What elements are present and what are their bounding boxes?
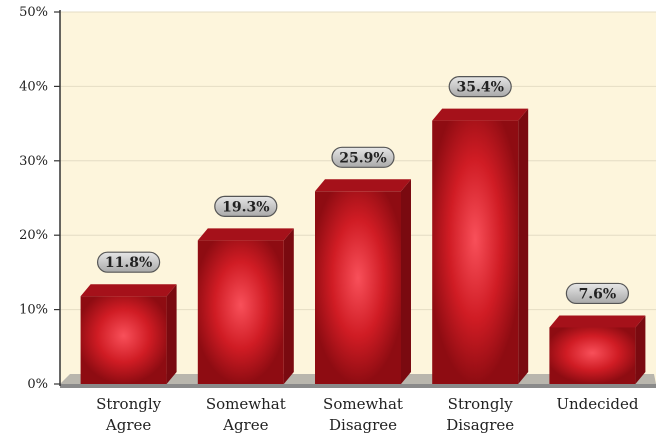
bar-front: [315, 191, 401, 384]
x-tick-label: Somewhat Agree: [206, 395, 286, 434]
bar-top: [80, 284, 177, 297]
y-axis: 0% 10% 20% 30% 40% 50%: [19, 5, 61, 392]
bars: [80, 108, 646, 385]
x-tick-label-line: Strongly: [96, 395, 162, 413]
y-tick-label: 20%: [19, 228, 48, 243]
bar-top: [315, 179, 411, 192]
bar-side: [635, 315, 646, 384]
bar-front: [432, 120, 519, 385]
bar-top: [432, 108, 529, 121]
x-tick-label-line: Disagree: [329, 416, 397, 434]
bar: [549, 315, 646, 384]
floor-edge: [60, 384, 656, 388]
bar-front: [80, 296, 167, 384]
bar: [80, 284, 177, 384]
bar: [432, 108, 529, 385]
data-label-text: 35.4%: [456, 80, 503, 96]
y-tick-label: 40%: [19, 79, 48, 94]
data-label-pill: [565, 282, 630, 305]
data-label-text: 7.6%: [579, 286, 617, 302]
x-tick-label-line: Strongly: [448, 395, 514, 413]
data-label-text: 11.8%: [105, 255, 152, 271]
data-label: 25.9%: [331, 146, 395, 168]
data-label-pill: [448, 76, 512, 98]
bar-side: [283, 228, 294, 384]
category-labels: Strongly Agree Somewhat Agree Somewhat Disagr…: [96, 395, 639, 434]
x-tick-label-line: Somewhat: [323, 395, 403, 413]
bar-side: [166, 284, 177, 384]
x-tick-label: Somewhat Disagree: [323, 395, 403, 434]
bar: [197, 228, 294, 384]
y-tick-label: 30%: [19, 154, 48, 169]
bar: [315, 179, 411, 384]
data-label: 35.4%: [448, 76, 512, 98]
bar-front: [197, 240, 284, 384]
data-label-pill: [214, 195, 278, 218]
data-label-text: 25.9%: [339, 150, 386, 166]
bar-top: [549, 315, 646, 328]
bar-top: [197, 228, 294, 241]
bar-side: [401, 179, 411, 384]
x-tick-label: Strongly Agree: [96, 395, 162, 434]
x-tick-label-line: Undecided: [556, 395, 638, 413]
data-label-text: 19.3%: [222, 199, 269, 215]
x-tick-label-line: Disagree: [446, 416, 514, 434]
y-tick-label: 10%: [19, 303, 48, 318]
data-label: 11.8%: [96, 251, 161, 273]
data-label: 19.3%: [214, 195, 278, 218]
x-tick-label-line: Agree: [105, 416, 151, 434]
data-label-pill: [96, 251, 161, 273]
bar-front: [549, 327, 636, 384]
x-tick-label: Strongly Disagree: [446, 395, 514, 434]
data-label: 7.6%: [565, 282, 630, 305]
y-tick-label: 50%: [19, 5, 48, 20]
y-tick-label: 0%: [27, 377, 48, 392]
x-tick-label-line: Agree: [222, 416, 268, 434]
data-label-pill: [331, 146, 395, 168]
x-tick-label-line: Somewhat: [206, 395, 286, 413]
bar-side: [518, 108, 529, 385]
x-tick-label: Undecided: [556, 395, 638, 413]
data-labels: 11.8% 19.3% 25.9% 35.4% 7.6%: [96, 76, 630, 305]
